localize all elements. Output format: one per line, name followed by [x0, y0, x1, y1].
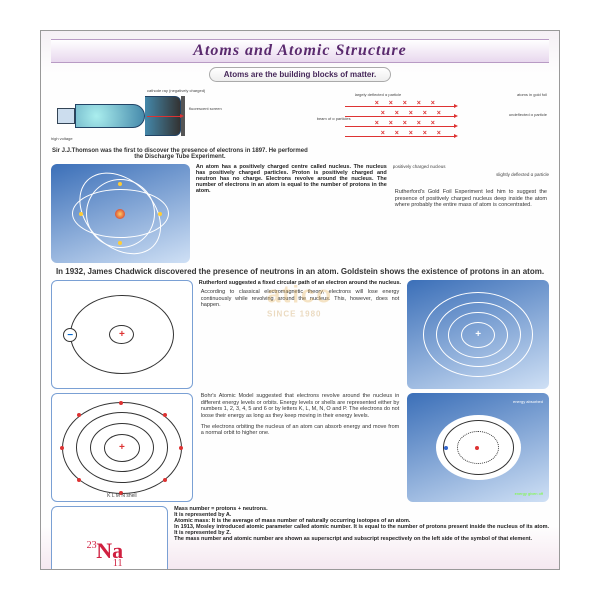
nucleus-text: An atom has a positively charged centre … [196, 164, 387, 263]
text-5: Mass number = protons + neutrons. It is … [174, 506, 549, 570]
crt-diagram: high voltage cathode ray (negatively cha… [51, 86, 309, 146]
row-4: + K L M N shell Bohr's Atomic Model sugg… [51, 393, 549, 502]
gold-foil-diagram: /* decorative only */ largely deflected … [315, 86, 549, 156]
text-3: Rutherford suggested a fixed circular pa… [199, 280, 402, 389]
subtitle: Atoms are the building blocks of matter. [209, 67, 391, 82]
row-5: 23 Na 11 Mass number = protons + neutron… [51, 506, 549, 570]
atom-panel-1 [51, 164, 190, 263]
panel-rutherford-orbit: + − [51, 280, 193, 389]
row-2: An atom has a positively charged centre … [51, 164, 549, 263]
row-3: + − Rutherford suggested a fixed circula… [51, 280, 549, 389]
panel-na: 23 Na 11 [51, 506, 168, 570]
mass-number: 23 [87, 540, 97, 551]
panel-spiral: + [407, 280, 549, 389]
poster: Atoms and Atomic Structure Atoms are the… [40, 30, 560, 570]
rutherford-text: positively charged nucleus slightly defl… [393, 164, 549, 263]
main-title: Atoms and Atomic Structure [51, 39, 549, 63]
text-4: Bohr's Atomic Model suggested that elect… [199, 393, 402, 502]
thomson-caption: Sir J.J.Thomson was the first to discove… [51, 148, 309, 160]
image-frame: Atoms and Atomic Structure Atoms are the… [0, 0, 600, 600]
atomic-number: 11 [113, 558, 123, 569]
foil-col: /* decorative only */ largely deflected … [315, 86, 549, 160]
title-bar: Atoms and Atomic Structure Atoms are the… [51, 39, 549, 82]
crt-col: high voltage cathode ray (negatively cha… [51, 86, 309, 160]
panel-energy: energy absorbed energy given off [407, 393, 549, 502]
panel-bohr: + K L M N shell [51, 393, 193, 502]
row-top: high voltage cathode ray (negatively cha… [51, 86, 549, 160]
chadwick-line: In 1932, James Chadwick discovered the p… [51, 267, 549, 276]
